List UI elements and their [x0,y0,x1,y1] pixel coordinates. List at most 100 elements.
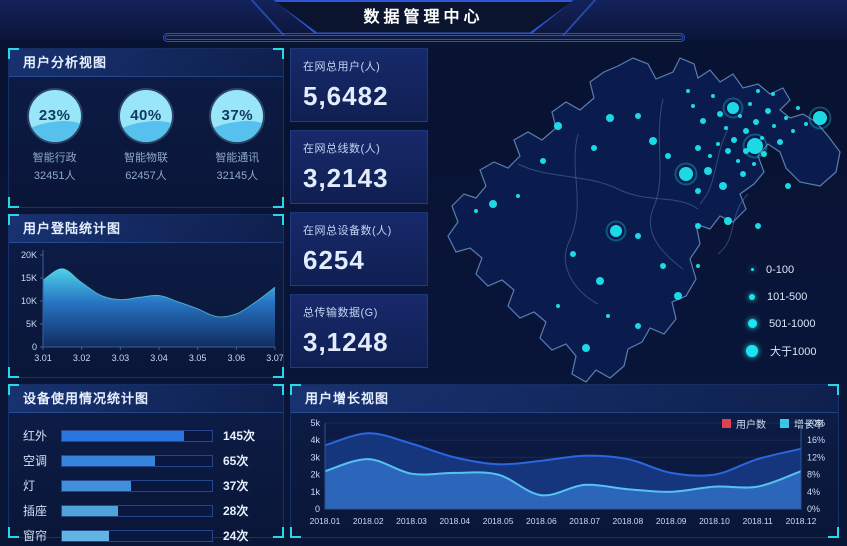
svg-text:2018.02: 2018.02 [353,516,384,526]
device-value: 145次 [223,429,256,443]
gauge-label: 智能行政 [32,152,77,164]
svg-text:2018.04: 2018.04 [439,516,470,526]
liquid-gauge-circle: 37% [211,90,264,142]
svg-text:3.02: 3.02 [73,353,91,363]
stat-value: 5,6482 [303,81,389,111]
panel-device-usage: 设备使用情况统计图 红外 145次 空调 65次 灯 37次 插座 28次 [8,384,284,543]
device-value: 24次 [223,529,249,543]
legend-dot-icon [748,319,757,328]
legend-item-users[interactable]: 用户数 [722,416,766,431]
device-bar-fill [62,480,131,491]
stat-value: 3,1248 [303,327,389,357]
growth-legend: 用户数 增长率 [722,416,824,431]
device-value: 37次 [223,479,249,493]
svg-text:0: 0 [315,504,320,514]
stat-label: 在网总设备数(人) [303,225,392,237]
svg-text:10K: 10K [21,296,37,306]
svg-text:5K: 5K [26,319,37,329]
device-bar-fill [62,430,184,441]
stat-card-total-lines: 在网总线数(人) 3,2143 [290,130,428,204]
device-label: 灯 [23,479,36,493]
legend-dot-icon [746,344,758,357]
header-bar: 数据管理中心 [0,0,847,42]
svg-text:15K: 15K [21,273,37,283]
svg-text:3.05: 3.05 [189,353,207,363]
page-title: 数据管理中心 [275,1,572,33]
legend-item-growth-rate[interactable]: 增长率 [780,416,824,431]
svg-text:1k: 1k [310,487,320,497]
stat-value: 3,2143 [303,163,389,193]
panel-user-growth: 用户增长视图 用户数 增长率 0 1k 2k 3k 4k 5k 0% 4% 8% 12% 16% 20… [290,384,839,538]
device-bar-track [61,479,213,492]
svg-text:2018.08: 2018.08 [613,516,644,526]
legend-label: 增长率 [794,420,824,431]
svg-text:3.04: 3.04 [150,353,168,363]
svg-text:2018.12: 2018.12 [786,516,817,526]
svg-text:2018.10: 2018.10 [699,516,730,526]
panel-user-analysis: 用户分析视图 23% 智能行政 32451人 40% 智能物联 62457人 3… [8,48,284,208]
svg-text:3.03: 3.03 [112,353,130,363]
svg-text:20K: 20K [21,250,37,260]
panel-user-analysis-title: 用户分析视图 [9,49,283,77]
stat-card-total-users: 在网总用户(人) 5,6482 [290,48,428,122]
stat-label: 总传输数据(G) [303,307,378,319]
liquid-gauge-circle: 23% [28,90,81,142]
svg-text:3.07: 3.07 [266,353,283,363]
svg-text:2k: 2k [310,470,320,480]
legend-label: 大于1000 [770,345,817,358]
legend-dot-icon [751,268,754,271]
gauge-admin: 23% 智能行政 32451人 [16,90,94,185]
map-legend-item[interactable]: 501-1000 [746,310,816,337]
svg-text:2018.01: 2018.01 [310,516,341,526]
device-bar-row: 窗帘 24次 [23,523,269,546]
map-legend-item[interactable]: 101-500 [746,283,816,310]
gauge-percent: 40% [130,107,162,124]
stat-label: 在网总线数(人) [303,143,381,155]
device-label: 窗帘 [23,529,48,543]
gauge-label: 智能通讯 [215,152,260,164]
svg-text:4%: 4% [807,487,820,497]
device-label: 空调 [23,454,48,468]
svg-text:2018.06: 2018.06 [526,516,557,526]
device-bar-row: 红外 145次 [23,423,269,448]
svg-text:0: 0 [32,342,37,352]
device-bar-track [61,529,213,542]
liquid-gauge-circle: 40% [119,90,172,142]
device-bar-fill [62,530,109,541]
device-bar-fill [62,505,118,516]
liquid-gauges: 23% 智能行政 32451人 40% 智能物联 62457人 37% 智能通讯… [9,77,283,185]
svg-text:3.06: 3.06 [228,353,246,363]
device-label: 插座 [23,504,48,518]
device-label: 红外 [23,429,48,443]
svg-text:3.01: 3.01 [34,353,52,363]
gauge-iot: 40% 智能物联 62457人 [107,90,185,185]
gauge-count: 62457人 [125,170,167,183]
legend-dot-icon [749,293,755,300]
stat-card-total-devices: 在网总设备数(人) 6254 [290,212,428,286]
svg-text:2018.11: 2018.11 [743,516,773,526]
svg-text:4k: 4k [310,435,320,445]
panel-device-title: 设备使用情况统计图 [9,385,283,413]
stat-label: 在网总用户(人) [303,61,381,73]
svg-text:5k: 5k [310,418,320,428]
map-legend-item[interactable]: 0-100 [746,256,816,283]
svg-text:16%: 16% [807,435,825,445]
legend-label: 0-100 [766,263,795,276]
gauge-label: 智能物联 [123,152,168,164]
header-title-box: 数据管理中心 [273,0,574,34]
device-value: 28次 [223,504,249,518]
legend-label: 用户数 [736,420,766,431]
panel-login-stats: 用户登陆统计图 0 5K 10K 15K 20K 3.01 3.02 3.03 3.04 3.05… [8,214,284,378]
svg-text:2018.09: 2018.09 [656,516,687,526]
svg-text:0%: 0% [807,504,820,514]
gauge-percent: 23% [38,107,71,124]
device-value: 65次 [223,454,249,468]
province-map[interactable] [428,44,847,396]
svg-text:2018.05: 2018.05 [483,516,514,526]
device-bar-row: 空调 65次 [23,448,269,473]
map-legend-item[interactable]: 大于1000 [746,337,816,364]
svg-text:20%: 20% [807,418,825,428]
svg-text:3k: 3k [310,452,320,462]
legend-label: 101-500 [767,290,808,303]
